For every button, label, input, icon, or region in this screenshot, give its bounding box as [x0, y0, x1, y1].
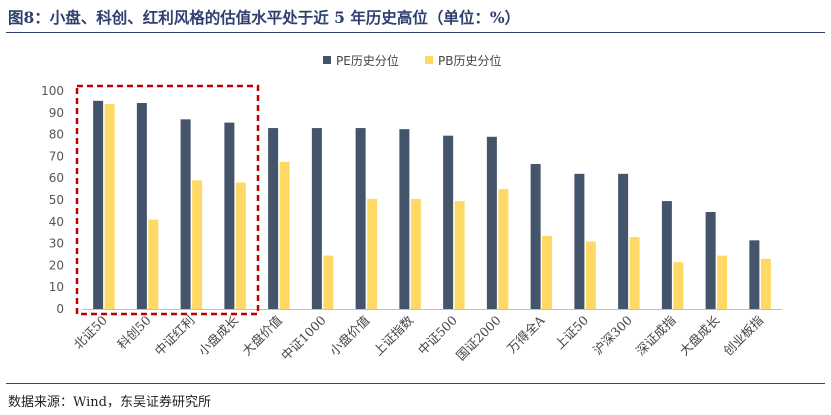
highlight-box — [75, 84, 260, 316]
pb-bar — [498, 189, 509, 309]
pe-bar — [268, 128, 279, 309]
x-tick-label: 科创50 — [114, 312, 154, 352]
y-axis: 0 10 20 30 40 50 60 70 80 90 100 — [41, 84, 64, 316]
x-tick-label: 中证1000 — [278, 312, 329, 363]
pb-bar — [279, 161, 290, 309]
pb-legend-swatch — [425, 56, 433, 64]
pe-bar — [661, 201, 672, 309]
pe-bar — [311, 128, 322, 309]
legend: PE历史分位 PB历史分位 — [323, 53, 501, 68]
pb-bar — [717, 255, 728, 309]
bars — [93, 100, 771, 310]
pe-bar — [705, 211, 716, 309]
y-tick-label: 100 — [41, 84, 64, 98]
source-note: 数据来源：Wind，东吴证券研究所 — [8, 395, 211, 410]
x-tick-label: 小盘成长 — [195, 312, 241, 358]
pe-bar — [574, 173, 585, 309]
pe-bar — [180, 119, 191, 309]
y-tick-label: 40 — [49, 215, 64, 229]
y-tick-label: 90 — [49, 106, 64, 120]
y-tick-label: 70 — [49, 149, 64, 163]
source-divider — [6, 383, 825, 384]
x-tick-label: 创业板指 — [720, 313, 766, 359]
x-tick-label: 上证50 — [552, 312, 592, 352]
x-tick-label: 中证500 — [415, 312, 460, 357]
y-tick-label: 30 — [49, 237, 64, 251]
x-tick-label: 中证红利 — [152, 313, 198, 359]
pb-bar — [760, 258, 771, 309]
pb-bar — [629, 237, 640, 309]
pe-bar — [399, 129, 410, 309]
pb-bar — [454, 201, 465, 309]
x-tick-label: 国证2000 — [453, 312, 504, 363]
pe-bar — [749, 240, 760, 309]
x-tick-label: 万得全A — [504, 312, 548, 356]
chart-title: 图8：小盘、科创、红利风格的估值水平处于近 5 年历史高位（单位：%） — [8, 8, 521, 27]
pe-legend-swatch — [323, 56, 331, 64]
pb-bar — [410, 198, 421, 309]
pb-legend-label: PB历史分位 — [438, 53, 501, 68]
pb-bar — [192, 180, 203, 309]
pe-bar — [93, 100, 104, 309]
bar-chart: PE历史分位 PB历史分位 0 10 20 30 40 50 60 70 80 90 100 北证50… — [41, 53, 782, 363]
pb-bar — [542, 235, 553, 309]
pb-bar — [323, 255, 334, 309]
y-tick-label: 60 — [49, 171, 64, 185]
y-tick-label: 50 — [49, 193, 64, 207]
pe-bar — [486, 136, 497, 309]
x-tick-label: 深证成指 — [633, 313, 679, 359]
pb-bar — [673, 262, 684, 309]
title-divider — [6, 32, 825, 33]
x-tick-label: 北证50 — [70, 312, 110, 352]
pb-bar — [367, 198, 378, 309]
y-tick-label: 0 — [56, 302, 64, 316]
highlight-dashed-box — [75, 84, 260, 316]
pe-bar — [355, 128, 366, 309]
pe-bar — [224, 122, 235, 309]
x-tick-label: 沪深300 — [590, 312, 635, 357]
x-tick-label: 上证指数 — [370, 312, 416, 358]
pb-bar — [104, 104, 115, 309]
pb-bar — [148, 219, 159, 309]
pb-bar — [235, 182, 246, 309]
pe-bar — [443, 135, 454, 309]
pe-bar — [136, 102, 147, 310]
x-axis: 北证50 科创50中证红利小盘成长大盘价值中证1000小盘价值上证指数中证500国… — [70, 309, 782, 363]
pe-bar — [618, 173, 629, 309]
pb-bar — [585, 241, 596, 309]
y-tick-label: 10 — [49, 280, 64, 294]
y-tick-label: 80 — [49, 128, 64, 142]
pe-legend-label: PE历史分位 — [336, 53, 399, 68]
pe-bar — [530, 164, 541, 309]
y-tick-label: 20 — [49, 258, 64, 272]
x-tick-label: 大盘成长 — [677, 312, 723, 358]
x-tick-label: 小盘价值 — [327, 313, 373, 359]
